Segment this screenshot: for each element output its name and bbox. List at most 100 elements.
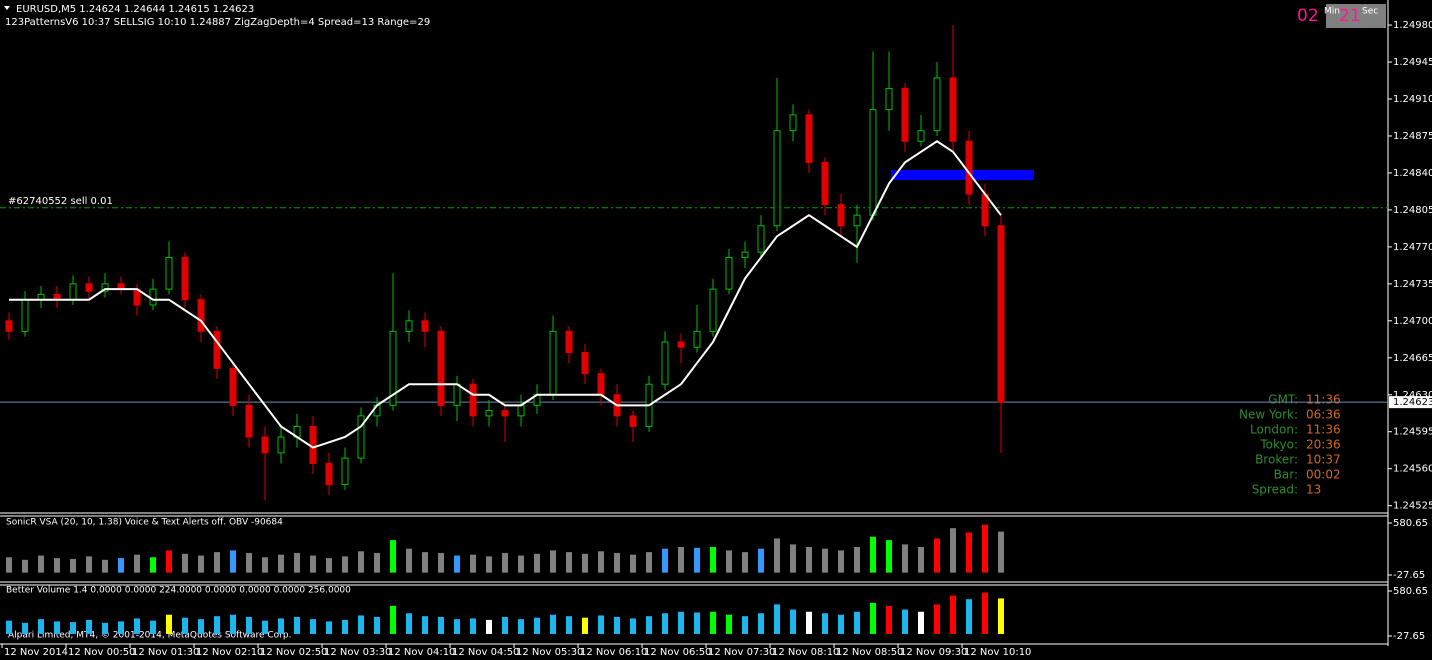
candle-body	[965, 140, 973, 195]
x-tick-label: 12 Nov 01:30	[132, 647, 199, 658]
x-tick-label: 12 Nov 04:10	[388, 647, 455, 658]
price-box-label: 1.24623	[1393, 397, 1432, 408]
menu-triangle[interactable]	[4, 6, 10, 10]
volume-bar	[598, 551, 604, 573]
candle-body	[933, 77, 941, 132]
volume-bar	[886, 605, 892, 634]
timer-box	[1326, 4, 1386, 28]
candle-body	[805, 114, 813, 163]
volume-bar	[294, 616, 300, 634]
y-tick-label: -27.65	[1393, 570, 1425, 581]
volume-bar	[310, 619, 316, 634]
candle-body	[565, 330, 573, 354]
volume-bar	[134, 618, 140, 634]
candle-body	[85, 283, 93, 292]
candle-body	[885, 87, 893, 111]
volume-bar	[678, 546, 684, 573]
volume-bar	[70, 622, 76, 634]
volume-bar	[950, 595, 956, 634]
volume-bar	[102, 559, 108, 573]
volume-bar	[790, 544, 796, 573]
volume-bar	[806, 546, 812, 573]
clock-value: 11:36	[1306, 423, 1341, 437]
volume-bar	[934, 604, 940, 634]
volume-bar	[502, 552, 508, 573]
volume-bar	[6, 557, 12, 573]
volume-bar	[966, 599, 972, 634]
candle-body	[405, 320, 413, 332]
clock-label: New York:	[1239, 408, 1298, 422]
volume-bar	[262, 620, 268, 634]
volume-bar	[710, 546, 716, 573]
clock-label: Bar:	[1274, 468, 1298, 482]
candle-body	[149, 288, 157, 306]
x-tick-label: 12 Nov 02:10	[196, 647, 263, 658]
indicator-line: 123PatternsV6 10:37 SELLSIG 10:10 1.2488…	[5, 17, 430, 28]
candle-body	[837, 204, 845, 227]
candle-body	[901, 87, 909, 142]
volume-bar	[326, 558, 332, 573]
volume-bar	[102, 622, 108, 634]
volume-bar	[694, 612, 700, 634]
volume-bar	[38, 555, 44, 573]
volume-bar	[582, 617, 588, 634]
volume-bar	[486, 619, 492, 634]
candle-body	[757, 225, 765, 253]
volume-bar	[246, 552, 252, 573]
volume-bar	[774, 604, 780, 634]
volume-bar	[118, 621, 124, 634]
price-box	[1389, 396, 1432, 409]
candle-body	[453, 383, 461, 406]
volume-bar	[6, 620, 12, 634]
volume-bar	[422, 616, 428, 634]
candle-body	[629, 415, 637, 427]
volume-bar	[406, 613, 412, 634]
volume-bar	[854, 611, 860, 634]
volume-bar	[630, 554, 636, 573]
volume-bar	[214, 616, 220, 634]
volume-bar	[118, 558, 124, 573]
volume-bar	[374, 552, 380, 573]
volume-bar	[54, 621, 60, 634]
volume-bar	[454, 619, 460, 634]
volume-bar	[774, 538, 780, 573]
volume-bar	[278, 554, 284, 573]
volume-bar	[694, 547, 700, 573]
clock-label: GMT:	[1268, 393, 1298, 407]
volume-bar	[326, 621, 332, 634]
volume-bar	[566, 552, 572, 573]
y-tick-label: 1.24770	[1393, 242, 1432, 253]
volume-bar	[806, 611, 812, 634]
clock-value: 06:36	[1306, 408, 1341, 422]
y-tick-label: 1.24735	[1393, 279, 1432, 290]
panel-title: SonicR VSA (20, 10, 1.38) Voice & Text A…	[6, 518, 283, 528]
candle-body	[773, 130, 781, 227]
y-tick-label: 1.24630	[1393, 390, 1432, 401]
volume-bar	[422, 552, 428, 573]
volume-bar	[502, 616, 508, 634]
clock-value: 20:36	[1306, 438, 1341, 452]
volume-bar	[486, 556, 492, 573]
volume-bar	[166, 614, 172, 634]
y-tick-label: 1.24595	[1393, 427, 1432, 438]
volume-bar	[966, 532, 972, 573]
candle-body	[5, 320, 13, 332]
volume-bar	[70, 558, 76, 573]
volume-bar	[982, 524, 988, 573]
volume-bar	[630, 618, 636, 634]
candle-body	[421, 320, 429, 332]
volume-bar	[262, 557, 268, 573]
x-tick-label: 12 Nov 04:50	[452, 647, 519, 658]
x-tick-label: 12 Nov 09:30	[900, 647, 967, 658]
clock-value: 10:37	[1306, 453, 1341, 467]
candle-body	[181, 256, 189, 301]
candle-body	[853, 214, 861, 227]
candle-body	[325, 462, 333, 486]
candle-body	[981, 193, 989, 227]
candle-body	[21, 299, 29, 332]
clock-label: Tokyo:	[1259, 438, 1298, 452]
volume-bar	[86, 556, 92, 573]
volume-bar	[870, 602, 876, 634]
volume-bar	[38, 619, 44, 634]
